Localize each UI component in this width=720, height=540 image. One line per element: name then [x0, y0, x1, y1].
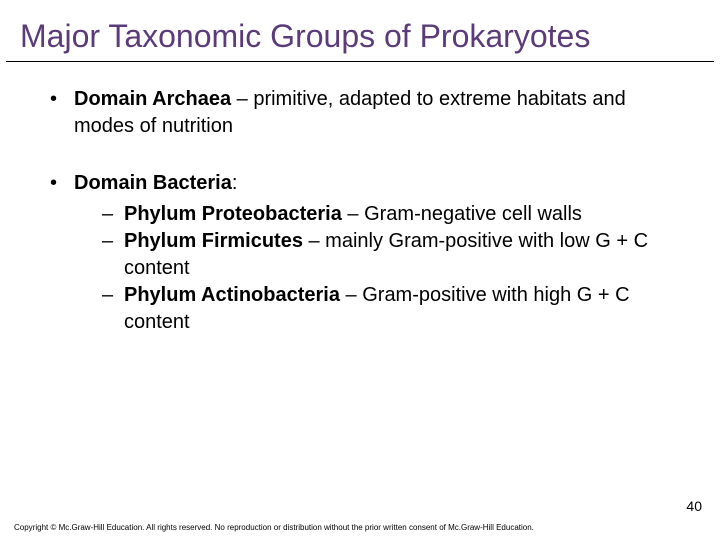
sub-bold: Phylum Proteobacteria [124, 203, 342, 225]
page-number: 40 [686, 498, 702, 514]
bullet-text: Domain Archaea – primitive, adapted to e… [74, 86, 670, 140]
sub-item: – Phylum Proteobacteria – Gram-negative … [74, 201, 670, 228]
bullet-marker: • [50, 170, 74, 336]
sub-text: Phylum Proteobacteria – Gram-negative ce… [124, 201, 670, 228]
bullet-rest: : [232, 172, 238, 194]
sub-marker: – [102, 201, 124, 228]
sub-list: – Phylum Proteobacteria – Gram-negative … [74, 201, 670, 336]
sub-text: Phylum Actinobacteria – Gram-positive wi… [124, 282, 670, 336]
sub-item: – Phylum Actinobacteria – Gram-positive … [74, 282, 670, 336]
sub-bold: Phylum Actinobacteria [124, 284, 340, 306]
sub-marker: – [102, 228, 124, 282]
sub-marker: – [102, 282, 124, 336]
sub-bold: Phylum Firmicutes [124, 230, 303, 252]
bullet-bold: Domain Bacteria [74, 172, 232, 194]
slide-content: • Domain Archaea – primitive, adapted to… [0, 62, 720, 336]
bullet-item: • Domain Bacteria: – Phylum Proteobacter… [50, 170, 670, 336]
slide-title: Major Taxonomic Groups of Prokaryotes [6, 0, 714, 62]
sub-item: – Phylum Firmicutes – mainly Gram-positi… [74, 228, 670, 282]
bullet-bold: Domain Archaea [74, 88, 231, 110]
bullet-item: • Domain Archaea – primitive, adapted to… [50, 86, 670, 140]
bullet-marker: • [50, 86, 74, 140]
sub-rest: – Gram-negative cell walls [342, 203, 582, 225]
copyright-text: Copyright © Mc.Graw-Hill Education. All … [14, 523, 534, 532]
sub-text: Phylum Firmicutes – mainly Gram-positive… [124, 228, 670, 282]
bullet-text: Domain Bacteria: – Phylum Proteobacteria… [74, 170, 670, 336]
